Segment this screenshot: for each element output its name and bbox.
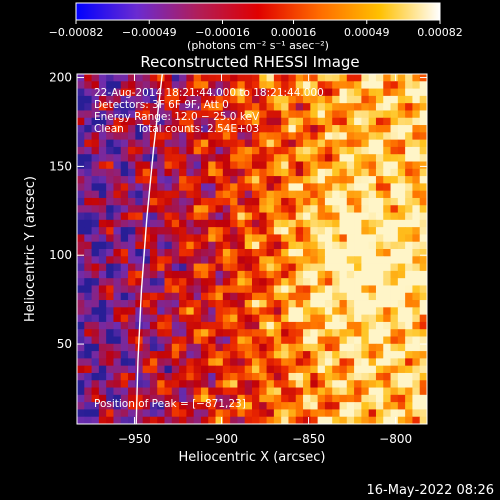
y-axis-label: Heliocentric Y (arcsec)	[23, 176, 38, 322]
x-axis-ticks: −950 −900 −850 −800	[118, 74, 412, 446]
colorbar-tick-label: 0.00049	[344, 26, 390, 39]
annotation-block: 22‑Aug‑2014 18:21:44.000 to 18:21:44.000…	[94, 87, 324, 410]
x-tick-label: −950	[118, 432, 151, 446]
heatmap-image	[77, 74, 427, 424]
y-tick-label: 150	[49, 159, 72, 173]
colorbar-tick-label: −0.00016	[195, 26, 250, 39]
y-axis-ticks: 50 100 150 200	[49, 71, 427, 351]
y-tick-label: 200	[49, 71, 72, 85]
x-tick-label: −900	[205, 432, 238, 446]
y-tick-label: 100	[49, 248, 72, 262]
chart-title: Reconstructed RHESSI Image	[140, 53, 359, 71]
plot-frame	[76, 73, 428, 425]
annotation-peak-position: Position of Peak = [−871,23]	[94, 398, 246, 410]
colorbar-tick-label: 0.00082	[417, 26, 463, 39]
x-axis-label: Heliocentric X (arcsec)	[179, 450, 326, 465]
annotation-clean-counts: Clean Total counts: 2.54E+03	[94, 123, 259, 135]
annotation-detectors: Detectors: 3F 6F 9F, Att 0	[94, 99, 229, 111]
colorbar-unit-label: (photons cm⁻² s⁻¹ asec⁻²)	[187, 39, 329, 52]
x-tick-label: −850	[292, 432, 325, 446]
colorbar-ticks: −0.00082 −0.00049 −0.00016 0.00016 0.00049 0.…	[49, 20, 463, 39]
annotation-time-range: 22‑Aug‑2014 18:21:44.000 to 18:21:44.000	[94, 87, 324, 99]
solar-limb-line	[135, 74, 163, 424]
annotation-energy-range: Energy Range: 12.0 − 25.0 keV	[94, 111, 260, 123]
footer-timestamp: 16‑May‑2022 08:26	[367, 483, 494, 498]
colorbar-tick-label: 0.00016	[271, 26, 317, 39]
colorbar-tick-label: −0.00049	[122, 26, 177, 39]
colorbar-tick-label: −0.00082	[49, 26, 104, 39]
x-tick-label: −800	[379, 432, 412, 446]
colorbar	[76, 3, 440, 20]
y-tick-label: 50	[57, 337, 72, 351]
